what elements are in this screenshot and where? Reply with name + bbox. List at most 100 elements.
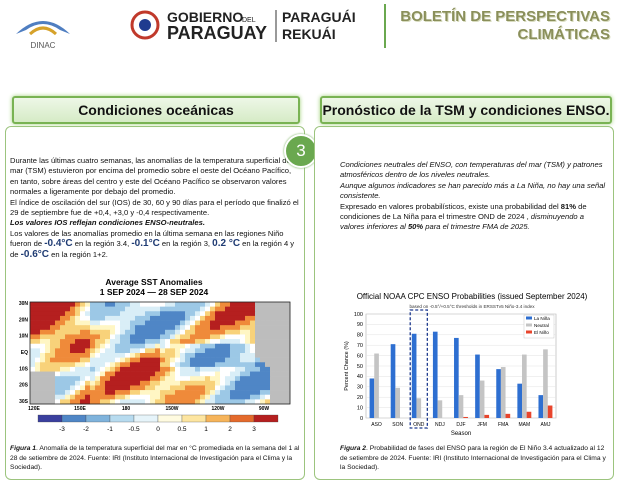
map-cell	[240, 385, 246, 391]
map-cell	[270, 371, 276, 377]
map-cell	[190, 315, 196, 321]
map-cell	[30, 394, 36, 400]
map-cell	[255, 325, 261, 331]
map-cell	[90, 320, 96, 326]
map-cell	[155, 320, 161, 326]
map-cell	[55, 385, 61, 391]
map-cell	[205, 362, 211, 368]
map-cell	[240, 329, 246, 335]
map-cell	[215, 371, 221, 377]
map-cell	[235, 348, 241, 354]
map-cell	[205, 353, 211, 358]
map-cell	[250, 302, 256, 307]
map-cell	[60, 343, 66, 349]
map-cell	[85, 339, 91, 345]
map-cell	[175, 315, 181, 321]
text-run: Aunque algunos indicadores se han pareci…	[340, 180, 606, 201]
map-cell	[105, 366, 111, 372]
map-cell	[200, 399, 206, 405]
map-cell	[185, 390, 191, 396]
map-cell	[75, 320, 81, 326]
map-cell	[215, 390, 221, 396]
map-cell	[145, 380, 151, 386]
map-cell	[30, 339, 36, 345]
map-cell	[210, 306, 216, 312]
map-cell	[30, 325, 36, 331]
map-cell	[255, 339, 261, 345]
map-cell	[255, 385, 261, 391]
map-cell	[180, 315, 186, 321]
map-cell	[100, 362, 106, 368]
map-cell	[200, 320, 206, 326]
map-cell	[270, 385, 276, 391]
map-cell	[60, 376, 66, 382]
map-cell	[35, 311, 41, 317]
map-cell	[235, 380, 241, 386]
map-cell	[160, 380, 166, 386]
map-cell	[155, 334, 161, 340]
map-cell	[230, 329, 236, 335]
map-cell	[155, 339, 161, 345]
map-cell	[95, 390, 101, 396]
map-cell	[100, 376, 106, 382]
map-cell	[115, 334, 121, 340]
bulletin-title: BOLETÍN DE PERSPECTIVAS CLIMÁTICAS	[392, 8, 610, 44]
map-cell	[165, 380, 171, 386]
map-cell	[120, 394, 126, 400]
map-cell	[80, 362, 86, 368]
map-cell	[275, 376, 281, 382]
map-cell	[125, 371, 131, 377]
map-cell	[240, 315, 246, 321]
map-cell	[185, 329, 191, 335]
map-cell	[230, 315, 236, 321]
map-cell	[110, 357, 116, 363]
map-cell	[130, 339, 136, 345]
map-cell	[190, 353, 196, 358]
map-cell	[205, 376, 211, 382]
map-cell	[70, 315, 76, 321]
map-cell	[105, 339, 111, 345]
y-tick-label: 50	[357, 364, 363, 370]
map-cell	[80, 394, 86, 400]
map-cell	[30, 357, 36, 363]
map-cell	[195, 371, 201, 377]
map-cell	[90, 343, 96, 349]
map-cell	[260, 348, 266, 354]
map-cell	[215, 357, 221, 363]
map-cell	[210, 371, 216, 377]
y-axis-label: Percent Chance (%)	[344, 341, 350, 391]
map-cell	[195, 380, 201, 386]
bar	[416, 398, 422, 418]
map-cell	[150, 329, 156, 335]
lon-label: 150E	[74, 406, 86, 412]
map-cell	[195, 306, 201, 312]
map-cell	[35, 366, 41, 372]
map-cell	[50, 385, 56, 391]
map-cell	[215, 343, 221, 349]
map-cell	[275, 311, 281, 317]
map-cell	[80, 329, 86, 335]
map-cell	[80, 325, 86, 331]
map-cell	[60, 385, 66, 391]
map-cell	[110, 376, 116, 382]
paragraph: El índice de oscilación del sur (IOS) de…	[10, 198, 300, 219]
map-cell	[125, 302, 131, 307]
colorbar-segment	[61, 414, 87, 423]
map-cell	[215, 362, 221, 368]
map-cell	[165, 302, 171, 307]
map-cell	[260, 353, 266, 358]
bar	[526, 411, 532, 418]
map-cell	[175, 302, 181, 307]
left-caption: Figura 1. Anomalía de la temperatura sup…	[10, 444, 300, 473]
map-cell	[240, 302, 246, 307]
map-cell	[265, 325, 271, 331]
map-cell	[160, 339, 166, 345]
map-cell	[130, 343, 136, 349]
map-cell	[135, 376, 141, 382]
map-cell	[75, 399, 81, 405]
map-cell	[185, 311, 191, 317]
map-cell	[135, 362, 141, 368]
map-cell	[135, 399, 141, 405]
map-cell	[205, 329, 211, 335]
map-cell	[185, 362, 191, 368]
